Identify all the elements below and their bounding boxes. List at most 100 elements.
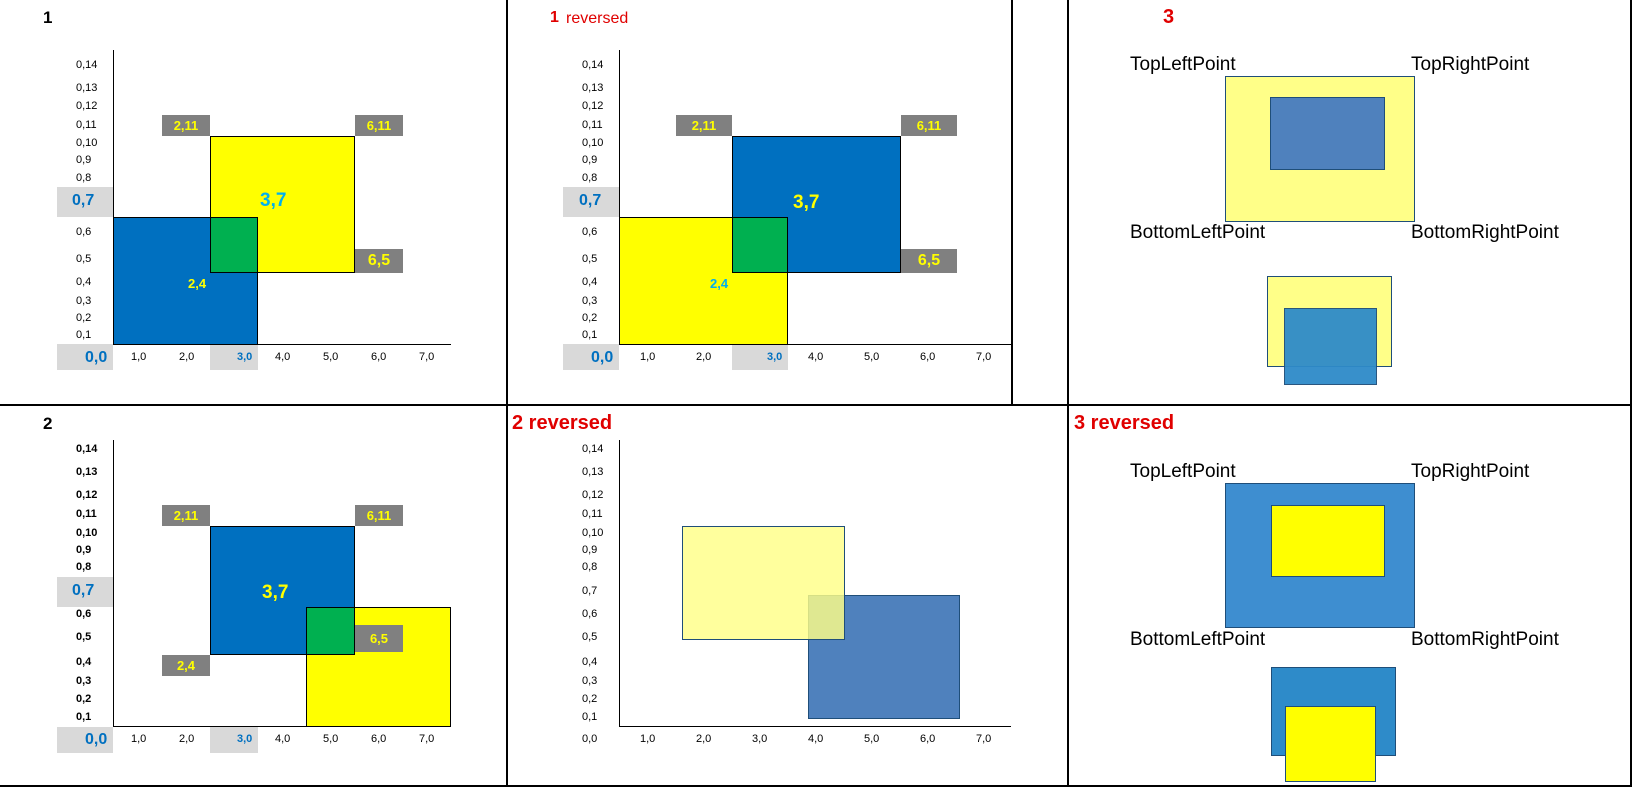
x-tick: 1,0 bbox=[640, 351, 656, 363]
x-tick: 7,0 bbox=[976, 733, 992, 745]
x-tick: 2,0 bbox=[696, 733, 712, 745]
highlight-3-0 bbox=[732, 344, 788, 370]
x-axis bbox=[619, 344, 1011, 345]
y-tick: 0,12 bbox=[582, 489, 604, 501]
label-2-11: 2,11 bbox=[162, 115, 210, 136]
x-tick: 4,0 bbox=[275, 733, 291, 745]
y-tick: 0,2 bbox=[76, 693, 92, 705]
label-3-7: 3,7 bbox=[793, 192, 820, 213]
x-tick: 6,0 bbox=[371, 733, 387, 745]
y-tick: 0,10 bbox=[76, 527, 98, 539]
y-tick: 0,3 bbox=[582, 295, 598, 307]
y-tick: 0,5 bbox=[76, 631, 92, 643]
y-tick: 0,14 bbox=[582, 443, 604, 455]
y-axis bbox=[619, 50, 620, 345]
overlap-rectangle bbox=[306, 607, 355, 655]
highlight-0-7 bbox=[57, 577, 113, 607]
highlight-3-0 bbox=[210, 727, 258, 753]
panel-3-title: 3 bbox=[1163, 6, 1175, 28]
y-tick: 0,2 bbox=[76, 312, 92, 324]
y-tick: 0,8 bbox=[582, 172, 598, 184]
x-tick: 4,0 bbox=[808, 351, 824, 363]
y-tick: 0,14 bbox=[582, 59, 604, 71]
highlight-0-7 bbox=[57, 187, 113, 217]
y-tick: 0,11 bbox=[582, 508, 603, 520]
panel-2-title: 2 bbox=[43, 414, 53, 433]
y-tick: 0,5 bbox=[582, 631, 598, 643]
y-tick-origin: 0,0 bbox=[582, 733, 598, 745]
y-tick: 0,9 bbox=[582, 154, 598, 166]
y-tick: 0,4 bbox=[76, 276, 92, 288]
x-tick: 2,0 bbox=[179, 733, 195, 745]
y-axis bbox=[113, 50, 114, 345]
x-tick: 5,0 bbox=[323, 351, 339, 363]
y-tick: 0,1 bbox=[582, 329, 598, 341]
bottom-left-point-label: BottomLeftPoint bbox=[1130, 222, 1266, 243]
x-tick: 2,0 bbox=[696, 351, 712, 363]
x-tick: 4,0 bbox=[808, 733, 824, 745]
label-6-5: 6,5 bbox=[355, 249, 403, 273]
y-tick: 0,9 bbox=[582, 544, 598, 556]
top-left-point-label: TopLeftPoint bbox=[1130, 54, 1236, 75]
overlap-rectangle bbox=[732, 217, 788, 273]
label-3-7: 3,7 bbox=[262, 582, 289, 603]
y-axis bbox=[619, 440, 620, 727]
x-axis bbox=[113, 344, 451, 345]
y-axis bbox=[113, 440, 114, 727]
bottom-right-point-label: BottomRightPoint bbox=[1411, 222, 1559, 243]
y-tick: 0,6 bbox=[76, 608, 92, 620]
panel-1r-title-num: 1 bbox=[550, 9, 559, 26]
x-tick: 1,0 bbox=[131, 351, 147, 363]
y-tick: 0,11 bbox=[76, 119, 97, 131]
highlight-3-0 bbox=[210, 344, 258, 370]
y-tick: 0,10 bbox=[76, 137, 98, 149]
y-tick: 0,9 bbox=[76, 544, 92, 556]
overlap-rectangle bbox=[210, 217, 258, 273]
x-tick: 5,0 bbox=[323, 733, 339, 745]
x-axis bbox=[619, 726, 1011, 727]
y-tick: 0,2 bbox=[582, 312, 598, 324]
y-tick: 0,13 bbox=[76, 466, 98, 478]
y-tick: 0,4 bbox=[582, 656, 598, 668]
small-yellow-rectangle bbox=[1285, 706, 1376, 782]
panel-1r-title-text: reversed bbox=[566, 10, 629, 27]
y-tick: 0,12 bbox=[76, 100, 98, 112]
label-2-4: 2,4 bbox=[710, 276, 729, 291]
y-tick: 0,1 bbox=[582, 711, 598, 723]
grid-v-2 bbox=[1011, 0, 1013, 405]
label-3-0: 3,0 bbox=[767, 351, 783, 363]
x-tick: 6,0 bbox=[920, 733, 936, 745]
y-tick: 0,4 bbox=[76, 656, 92, 668]
label-6-5: 6,5 bbox=[901, 249, 957, 273]
x-axis bbox=[113, 726, 451, 727]
small-blue-rectangle bbox=[1284, 308, 1377, 385]
label-3-0: 3,0 bbox=[237, 351, 253, 363]
y-tick: 0,5 bbox=[76, 253, 92, 265]
label-3-7: 3,7 bbox=[260, 190, 287, 211]
x-tick: 1,0 bbox=[131, 733, 147, 745]
grid-h-bottom bbox=[0, 785, 1632, 787]
y-tick: 0,2 bbox=[582, 693, 598, 705]
label-0-0: 0,0 bbox=[85, 731, 108, 748]
label-6-11: 6,11 bbox=[355, 505, 403, 526]
label-0-0: 0,0 bbox=[85, 349, 108, 366]
y-tick: 0,11 bbox=[76, 508, 97, 520]
x-tick: 6,0 bbox=[920, 351, 936, 363]
label-6-11: 6,11 bbox=[901, 115, 957, 136]
y-tick: 0,3 bbox=[76, 675, 92, 687]
y-tick: 0,6 bbox=[582, 608, 598, 620]
label-2-4: 2,4 bbox=[188, 276, 207, 291]
top-right-point-label: TopRightPoint bbox=[1411, 54, 1530, 75]
label-6-5: 6,5 bbox=[355, 625, 403, 652]
x-tick: 5,0 bbox=[864, 733, 880, 745]
x-tick: 7,0 bbox=[419, 351, 435, 363]
top-right-point-label: TopRightPoint bbox=[1411, 461, 1530, 482]
y-tick: 0,9 bbox=[76, 154, 92, 166]
pale-yellow-rectangle bbox=[682, 526, 845, 640]
x-tick: 2,0 bbox=[179, 351, 195, 363]
y-tick: 0,8 bbox=[76, 172, 92, 184]
highlight-0-0 bbox=[57, 727, 113, 753]
x-tick: 1,0 bbox=[640, 733, 656, 745]
y-tick: 0,3 bbox=[76, 295, 92, 307]
